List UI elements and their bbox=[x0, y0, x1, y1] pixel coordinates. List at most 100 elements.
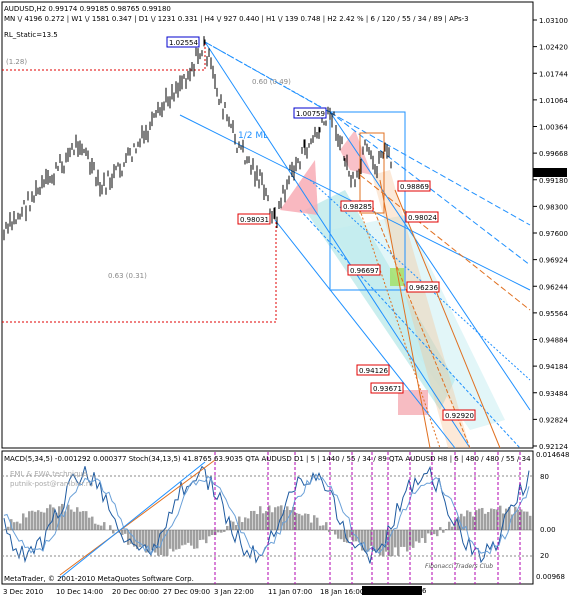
macd-bar bbox=[379, 530, 382, 556]
price-tick-label: 0.94184 bbox=[539, 363, 568, 371]
macd-bar bbox=[523, 511, 526, 530]
red-dotted-level bbox=[2, 222, 277, 323]
macd-bar bbox=[115, 530, 118, 531]
macd-bar bbox=[505, 508, 508, 530]
price-tick-label: 0.99180 bbox=[539, 177, 568, 185]
sub-tick: 0.00 bbox=[540, 526, 556, 534]
macd-bar bbox=[223, 530, 226, 532]
time-label: 27 Dec 09:00 bbox=[163, 588, 210, 596]
macd-bar bbox=[70, 509, 73, 530]
time-cursor-label: 2011.01.27 10:56 bbox=[364, 587, 427, 595]
macd-bar bbox=[328, 530, 331, 533]
macd-bar bbox=[367, 530, 370, 552]
macd-bar bbox=[406, 530, 409, 552]
green-marker bbox=[390, 268, 404, 286]
macd-bar bbox=[481, 507, 484, 530]
macd-bar bbox=[397, 530, 400, 556]
label-second-high: 1.00759 bbox=[293, 107, 327, 119]
price-tick-label: 0.99668 bbox=[539, 150, 568, 158]
sub-tick: 80 bbox=[540, 473, 549, 481]
macd-bar bbox=[463, 516, 466, 530]
orange-line bbox=[369, 199, 471, 449]
macd-bar bbox=[316, 517, 319, 530]
macd-bar bbox=[301, 515, 304, 530]
macd-bar bbox=[193, 530, 196, 549]
macd-bar bbox=[340, 530, 343, 540]
macd-bar bbox=[304, 513, 307, 530]
macd-bar bbox=[52, 507, 55, 530]
macd-bar bbox=[202, 530, 205, 540]
macd-bar bbox=[334, 530, 337, 535]
macd-bar bbox=[31, 510, 34, 530]
low-left-text: 0.98031 bbox=[240, 216, 269, 224]
macd-bar bbox=[496, 509, 499, 530]
macd-bar bbox=[439, 527, 442, 530]
orange-box bbox=[359, 132, 385, 214]
macd-bar bbox=[19, 523, 22, 530]
macd-bar bbox=[445, 529, 448, 530]
price-tick-label: 0.94884 bbox=[539, 337, 568, 345]
p098024-text: 0.98024 bbox=[408, 214, 437, 222]
orange-line bbox=[359, 174, 531, 311]
macd-bar bbox=[313, 515, 316, 530]
stochastic-signal-line bbox=[3, 473, 530, 557]
macd-bar bbox=[325, 522, 328, 530]
orange-line bbox=[379, 179, 431, 449]
label-low-left: 0.98031 bbox=[237, 213, 271, 225]
macd-bar bbox=[466, 510, 469, 530]
fork-line bbox=[309, 179, 531, 381]
macd-bar bbox=[91, 516, 94, 530]
price-tick-label: 0.97600 bbox=[539, 230, 568, 238]
p093671-text: 0.93671 bbox=[373, 385, 402, 393]
price-axis: 1.03100 1.02420 1.01744 1.01064 1.00364 0.996… bbox=[533, 17, 568, 451]
price-tick-label: 0.92124 bbox=[539, 443, 568, 451]
macd-bar bbox=[226, 525, 229, 530]
macd-bar bbox=[238, 516, 241, 530]
p096697-text: 0.96697 bbox=[350, 267, 379, 275]
macd-bar bbox=[418, 530, 421, 543]
timeframe-header: MN \/ 4196 0.272 | W1 \/ 1581 0.347 | D1… bbox=[4, 15, 469, 23]
high-price-text: 1.02554 bbox=[169, 39, 198, 47]
fork-line bbox=[329, 111, 531, 411]
macd-bar bbox=[346, 530, 349, 543]
macd-bar bbox=[247, 518, 250, 530]
price-tick-label: 1.01744 bbox=[539, 70, 568, 78]
macd-bar bbox=[343, 530, 346, 542]
macd-bar bbox=[142, 530, 145, 547]
macd-bar bbox=[436, 530, 439, 537]
time-label: 20 Dec 00:00 bbox=[112, 588, 159, 596]
macd-bar bbox=[55, 512, 58, 530]
price-tick-label: 1.01064 bbox=[539, 97, 568, 105]
macd-bar bbox=[319, 525, 322, 530]
macd-bar bbox=[427, 530, 430, 534]
macd-bar bbox=[73, 511, 76, 530]
macd-bar bbox=[310, 522, 313, 530]
macd-bar bbox=[130, 530, 133, 544]
time-label: 10 Dec 14:00 bbox=[56, 588, 103, 596]
macd-bar bbox=[217, 530, 220, 533]
macd-bar bbox=[199, 530, 202, 541]
macd-bar bbox=[421, 530, 424, 539]
macd-bar bbox=[373, 530, 376, 552]
macd-bar bbox=[508, 507, 511, 530]
club-text: Fibonacci Traders Club bbox=[425, 563, 493, 570]
macd-bar bbox=[196, 530, 199, 549]
time-axis: 3 Dec 2010 10 Dec 14:00 20 Dec 00:00 27 … bbox=[3, 586, 427, 596]
macd-bar bbox=[271, 512, 274, 530]
label-high: 1.02554 bbox=[166, 36, 200, 48]
label-098285: 0.98285 bbox=[340, 200, 374, 212]
macd-bar bbox=[190, 530, 193, 546]
macd-bar bbox=[262, 513, 265, 530]
macd-bar bbox=[112, 530, 115, 534]
macd-bar bbox=[376, 530, 379, 553]
macd-bar bbox=[178, 530, 181, 549]
red-dotted-level-2 bbox=[2, 42, 206, 71]
macd-bar bbox=[64, 511, 67, 530]
macd-bar bbox=[274, 507, 277, 530]
macd-bar bbox=[241, 522, 244, 530]
time-label: 18 Jan 16:00 bbox=[320, 588, 364, 596]
macd-bar bbox=[400, 530, 403, 547]
macd-bar bbox=[256, 514, 259, 530]
macd-bar bbox=[277, 506, 280, 530]
